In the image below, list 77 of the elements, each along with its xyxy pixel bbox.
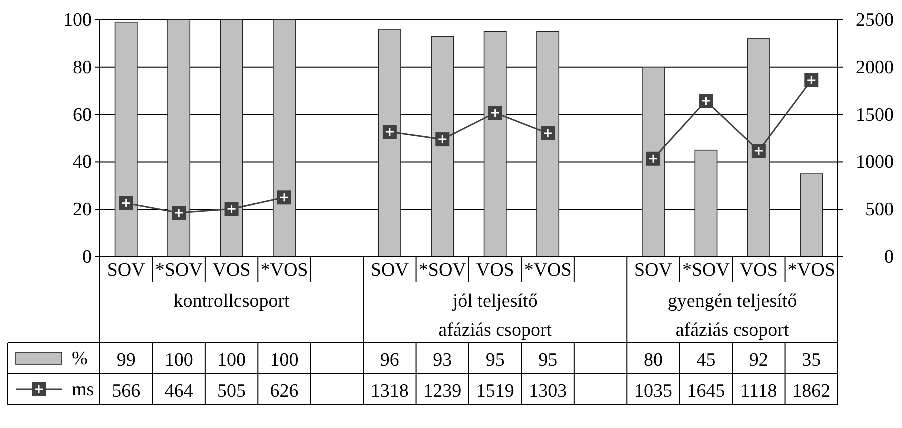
point xyxy=(382,125,397,140)
point xyxy=(804,73,819,88)
bar xyxy=(220,20,244,258)
data-label: 505 xyxy=(218,381,246,402)
point xyxy=(541,126,556,140)
point xyxy=(488,106,502,120)
x-tick-label: VOS xyxy=(212,260,251,281)
y2-tick-label: 0 xyxy=(884,247,894,268)
data-label: 92 xyxy=(749,350,768,371)
x-tick-label: VOS xyxy=(476,260,514,281)
x-tick-label: *SOV xyxy=(418,260,467,281)
y2-tick-label: 1000 xyxy=(856,152,894,174)
text: kontrollcsoport xyxy=(174,291,291,312)
y-tick-label: 0 xyxy=(82,247,92,268)
data-label: 464 xyxy=(164,381,194,402)
legend-label: % xyxy=(72,348,88,370)
x-tick-label: SOV xyxy=(634,260,673,281)
y-tick-label: 20 xyxy=(73,200,92,221)
bar xyxy=(168,20,191,258)
bar xyxy=(431,36,454,258)
y-tick-label: 60 xyxy=(73,104,92,126)
y2-tick-label: 1500 xyxy=(856,104,894,126)
data-label: 1118 xyxy=(740,381,778,402)
bar xyxy=(273,20,296,258)
x-tick-label: SOV xyxy=(370,260,410,281)
data-label: 93 xyxy=(433,350,452,371)
data-label: 1645 xyxy=(687,381,726,402)
data-label: 1035 xyxy=(634,381,672,402)
x-tick-label: *VOS xyxy=(524,260,572,281)
data-label: 1318 xyxy=(370,381,409,402)
bar xyxy=(536,31,560,258)
bar xyxy=(642,67,665,258)
data-label: 100 xyxy=(218,350,246,371)
x-tick-label: *VOS xyxy=(260,260,308,281)
y2-tick-label: 2500 xyxy=(856,10,894,31)
bar xyxy=(800,174,824,258)
point xyxy=(752,144,766,158)
bar xyxy=(378,29,402,258)
data-label: 99 xyxy=(116,350,136,371)
point xyxy=(699,94,714,108)
x-tick-label: SOV xyxy=(107,260,146,281)
data-label: 80 xyxy=(644,350,663,371)
point xyxy=(436,132,450,147)
legend-label: ms xyxy=(72,380,94,400)
data-label: 1239 xyxy=(424,381,462,402)
data-label: 35 xyxy=(802,350,822,371)
y-tick-label: 100 xyxy=(64,10,92,31)
text: jól teljesítő afáziás csoport xyxy=(438,291,553,341)
x-tick-label: VOS xyxy=(740,260,778,281)
text: gyengén teljesítő afáziás csoport xyxy=(668,291,798,341)
x-tick-label: *SOV xyxy=(155,260,204,281)
y-tick-label: 80 xyxy=(73,57,92,78)
x-tick-label: *SOV xyxy=(682,260,730,281)
data-label: 1862 xyxy=(792,381,831,402)
data-label: 45 xyxy=(696,350,716,371)
point xyxy=(646,152,660,166)
point xyxy=(224,202,239,216)
y2-tick-label: 2000 xyxy=(856,57,894,78)
data-label: 96 xyxy=(380,350,400,371)
bar xyxy=(747,38,770,258)
point xyxy=(172,206,186,220)
bar xyxy=(694,150,718,258)
y-tick-label: 40 xyxy=(73,152,92,174)
x-tick-label: *VOS xyxy=(788,260,836,281)
data-label: 566 xyxy=(112,381,141,402)
data-label: 626 xyxy=(270,381,299,402)
data-label: 95 xyxy=(538,350,558,371)
data-label: 100 xyxy=(164,350,194,371)
y2-tick-label: 500 xyxy=(866,200,894,221)
data-label: 100 xyxy=(270,350,299,371)
bar xyxy=(114,22,138,258)
data-label: 95 xyxy=(486,350,505,371)
bar xyxy=(484,31,507,258)
point xyxy=(278,190,292,205)
data-label: 1303 xyxy=(529,381,568,402)
point xyxy=(119,196,134,210)
data-label: 1519 xyxy=(476,381,514,402)
